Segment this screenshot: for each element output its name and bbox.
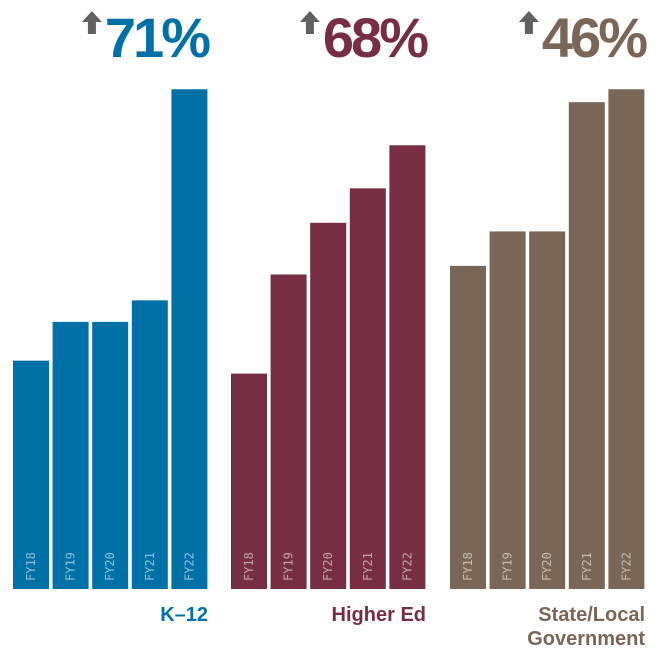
tick-label: FY19 [64,552,78,581]
bar-fy22 [171,89,208,589]
tick-label: FY21 [580,552,594,581]
bar-fy22 [389,145,426,589]
tick-label: FY22 [400,552,414,581]
bar-fy22 [608,89,645,589]
bar-fy21 [568,102,605,590]
bar-fy19 [489,231,526,590]
tick-label: FY22 [182,552,196,581]
tick-label: FY20 [103,552,117,581]
bar-fy20 [529,231,566,590]
chart-panel-1: FY18 FY19 FY20 FY21 FY22 71% K–12 [13,6,213,626]
bar-fy21 [131,300,168,589]
bar-fy19 [52,321,89,589]
bar-fy19 [270,274,307,589]
percent-change-label: 68% [323,6,428,69]
chart-panel-2: FY18 FY19 FY20 FY21 FY22 68% Higher Ed [231,6,431,626]
bar-fy18 [13,360,49,589]
tick-label: FY18 [242,552,256,581]
arrow-up-icon [81,11,102,34]
bar-fy21 [349,188,386,589]
percent-change-label: 46% [542,6,647,69]
chart-panel-3: FY18 FY19 FY20 FY21 FY22 46% State/LocalGovern… [450,6,650,648]
tick-label: FY20 [540,552,554,581]
arrow-up-icon [518,11,539,34]
arrow-up-icon [299,11,320,34]
category-title: K–12 [160,604,208,626]
tick-label: FY21 [143,552,157,581]
tick-label: FY22 [619,552,633,581]
bar-fy18 [231,373,267,589]
category-title: State/Local [538,604,645,626]
tick-label: FY19 [501,552,515,581]
tick-label: FY18 [24,552,38,581]
tick-label: FY20 [321,552,335,581]
category-title: Higher Ed [332,604,426,626]
tick-label: FY18 [461,552,475,581]
percent-change-label: 71% [105,6,210,69]
category-title: Government [527,628,645,648]
bar-fy20 [92,321,129,589]
tick-label: FY19 [282,552,296,581]
bar-fy20 [310,222,347,589]
bar-fy18 [450,265,486,589]
tick-label: FY21 [361,552,375,581]
